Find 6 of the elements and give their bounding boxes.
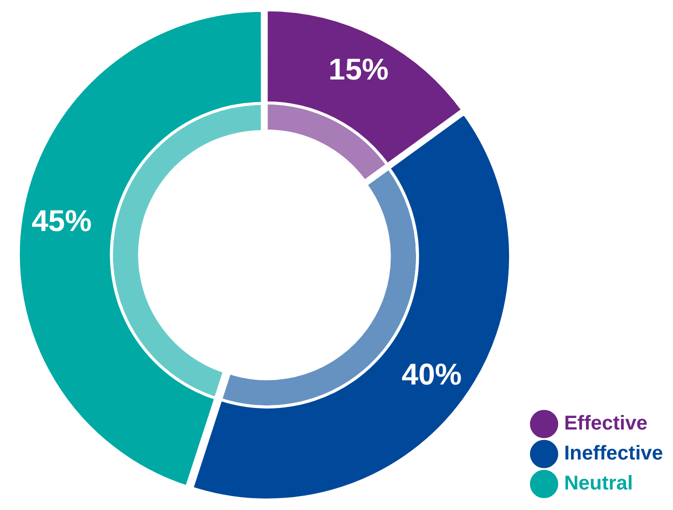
data-label: 15% [328,54,389,87]
data-label: 40% [402,358,462,392]
legend-label: Effective [564,412,648,435]
data-label: 45% [32,205,92,238]
legend-label: Neutral [564,472,633,495]
legend-label: Ineffective [564,442,664,465]
